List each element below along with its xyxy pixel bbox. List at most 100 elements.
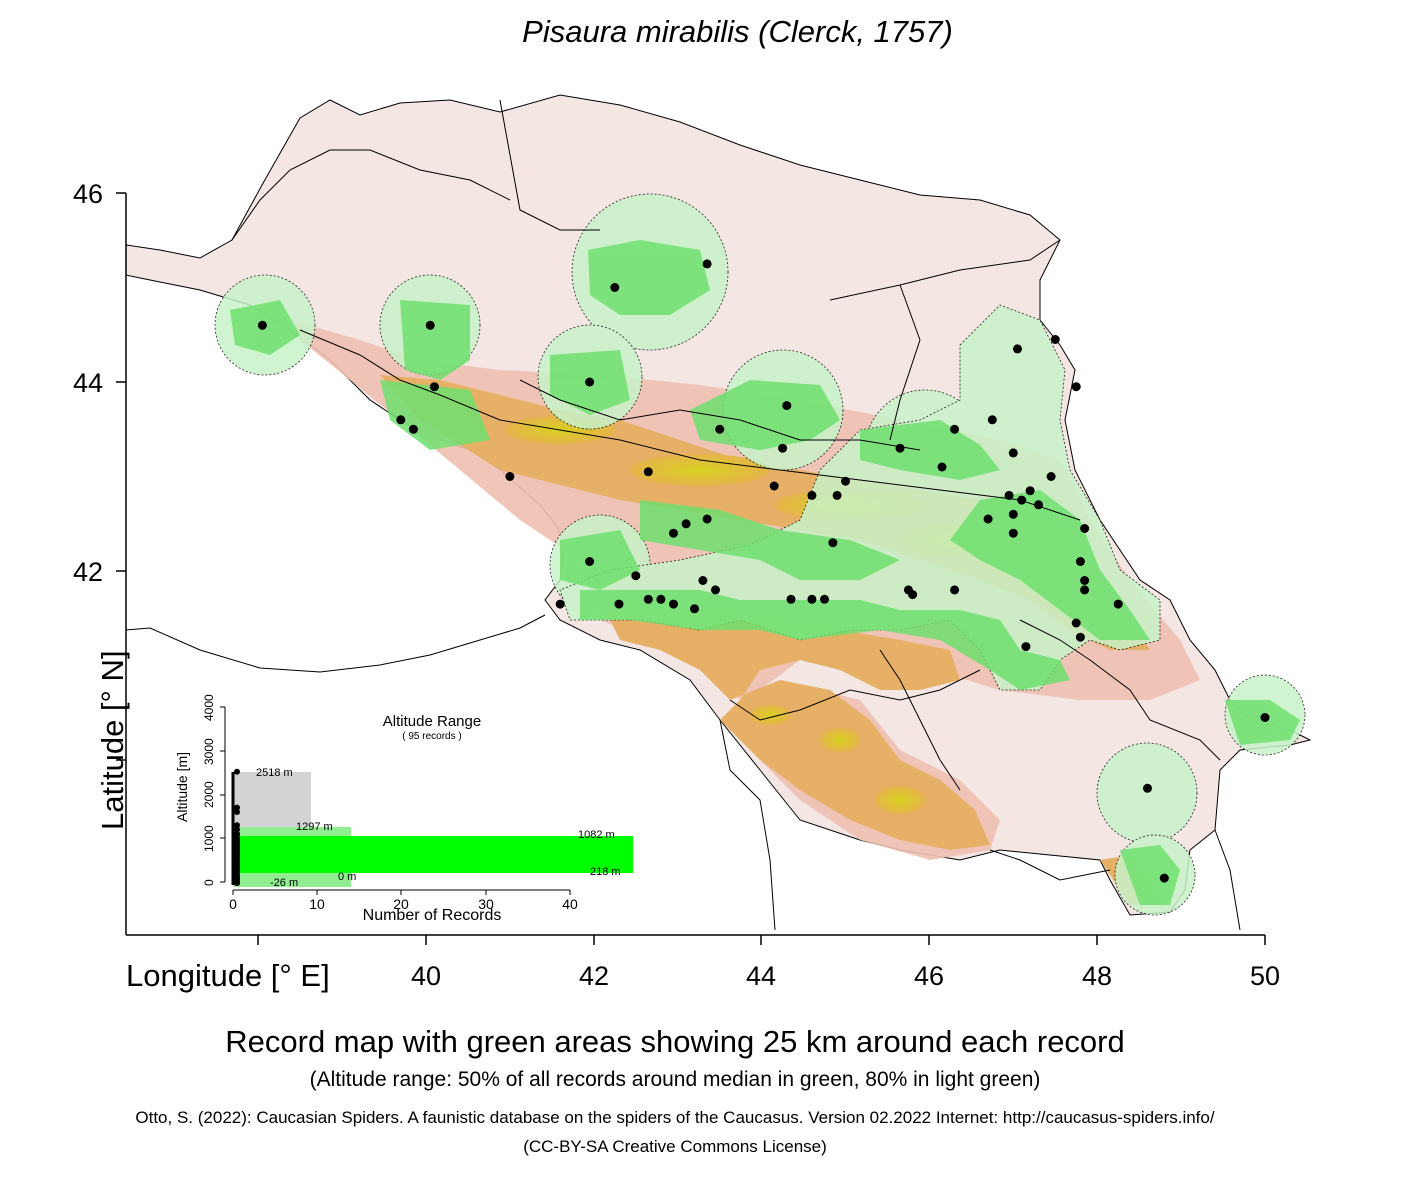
- coastlines-borders: [125, 99, 1241, 931]
- license: (CC-BY-SA Creative Commons License): [523, 1137, 827, 1156]
- record-point: [681, 519, 691, 529]
- inset-label-min: -26 m: [270, 877, 298, 889]
- inset-label-max: 2518 m: [256, 767, 293, 779]
- record-point: [778, 443, 788, 453]
- species-title: Pisaura mirabilis (Clerck, 1757): [522, 14, 953, 49]
- map-axes: [116, 192, 1266, 945]
- y-tick-46: 46: [73, 179, 103, 209]
- y-tick-42: 42: [73, 557, 103, 587]
- record-point: [983, 514, 993, 524]
- record-point: [690, 604, 699, 614]
- record-point: [396, 415, 406, 425]
- record-point: [614, 599, 624, 609]
- greater-caucasus-range: [380, 375, 1150, 650]
- record-point: [1013, 344, 1022, 354]
- record-point: [820, 594, 829, 604]
- record-point: [1008, 528, 1018, 538]
- record-point: [643, 467, 653, 477]
- x-tick-48: 48: [1082, 961, 1112, 991]
- record-point: [987, 415, 997, 425]
- record-point: [828, 538, 838, 548]
- record-point: [702, 514, 712, 524]
- record-point: [585, 377, 595, 387]
- record-point: [631, 571, 641, 581]
- record-point: [1260, 713, 1270, 722]
- x-axis-label: Longitude [° E]: [126, 958, 330, 993]
- record-point: [769, 481, 779, 491]
- record-point: [1143, 783, 1152, 793]
- x-tick-46: 46: [914, 961, 944, 991]
- x-tick-42: 42: [579, 961, 609, 991]
- inset-label-p10: 0 m: [338, 871, 356, 883]
- record-point: [1021, 642, 1031, 652]
- record-point: [1017, 495, 1027, 505]
- record-points: [257, 259, 1270, 883]
- record-point: [832, 490, 842, 500]
- x-tick-40: 40: [411, 961, 441, 991]
- record-point: [950, 424, 960, 434]
- record-point: [555, 599, 565, 609]
- inset-subtitle: ( 95 records ): [402, 731, 461, 742]
- record-point: [1050, 335, 1060, 344]
- record-point: [702, 259, 712, 269]
- record-point: [610, 283, 620, 292]
- record-point: [698, 576, 708, 585]
- x-tick-50: 50: [1250, 961, 1280, 991]
- record-point: [1075, 557, 1085, 566]
- record-point: [1080, 524, 1090, 533]
- y-axis-label: Latitude [° N]: [95, 650, 130, 830]
- record-point: [1025, 486, 1035, 496]
- altitude-record-dot: [234, 822, 240, 829]
- record-point: [1008, 509, 1018, 519]
- record-point: [807, 490, 817, 500]
- altitude-record-dot: [234, 880, 240, 887]
- record-point: [786, 594, 796, 604]
- inset-title: Altitude Range: [383, 713, 481, 730]
- record-point: [505, 472, 515, 481]
- record-point: [841, 476, 850, 486]
- inset-y-tick-2000: 2000: [202, 781, 216, 808]
- inset-y-tick-0: 0: [202, 879, 216, 886]
- inset-ylabel: Altitude [m]: [174, 752, 190, 822]
- altitude-record-dot: [234, 768, 240, 775]
- record-point: [950, 585, 960, 595]
- record-point: [908, 590, 918, 600]
- record-point: [1071, 618, 1081, 628]
- record-point: [585, 557, 595, 566]
- caption-main: Record map with green areas showing 25 k…: [225, 1024, 1125, 1059]
- inset-y-tick-1000: 1000: [202, 825, 216, 852]
- x-tick-44: 44: [746, 961, 776, 991]
- inset-x-tick-20: 20: [393, 896, 409, 912]
- record-point: [1080, 585, 1090, 595]
- inset-y-tick-3000: 3000: [202, 738, 216, 765]
- record-point: [656, 594, 666, 604]
- record-point: [425, 320, 435, 330]
- record-point: [669, 599, 678, 609]
- inset-x-tick-30: 30: [478, 896, 494, 912]
- record-point: [1159, 873, 1169, 883]
- inset-label-p75: 1082 m: [578, 829, 615, 841]
- record-point: [669, 528, 678, 538]
- record-point: [937, 462, 947, 472]
- record-point: [643, 594, 653, 604]
- record-point: [1113, 599, 1123, 609]
- record-point: [715, 424, 725, 434]
- altitude-record-dot: [234, 826, 240, 833]
- record-buffers: [214, 193, 1306, 916]
- inset-x-tick-40: 40: [562, 896, 578, 912]
- caption-sub: (Altitude range: 50% of all records arou…: [309, 1068, 1041, 1091]
- record-point: [807, 594, 817, 604]
- record-point: [429, 382, 439, 392]
- record-point: [1004, 490, 1014, 500]
- record-point: [1080, 576, 1090, 585]
- record-point: [711, 585, 720, 595]
- inset-xlabel: Number of Records: [363, 907, 502, 924]
- citation: Otto, S. (2022): Caucasian Spiders. A fa…: [135, 1108, 1215, 1127]
- inset-x-tick-0: 0: [229, 896, 237, 912]
- record-point: [895, 443, 905, 453]
- altitude-range-inset: 0 1000 2000 3000 4000 Altitude [m] 0 10 …: [174, 694, 633, 924]
- inset-y-tick-4000: 4000: [202, 694, 216, 721]
- record-point: [257, 320, 267, 330]
- record-point: [1008, 448, 1018, 458]
